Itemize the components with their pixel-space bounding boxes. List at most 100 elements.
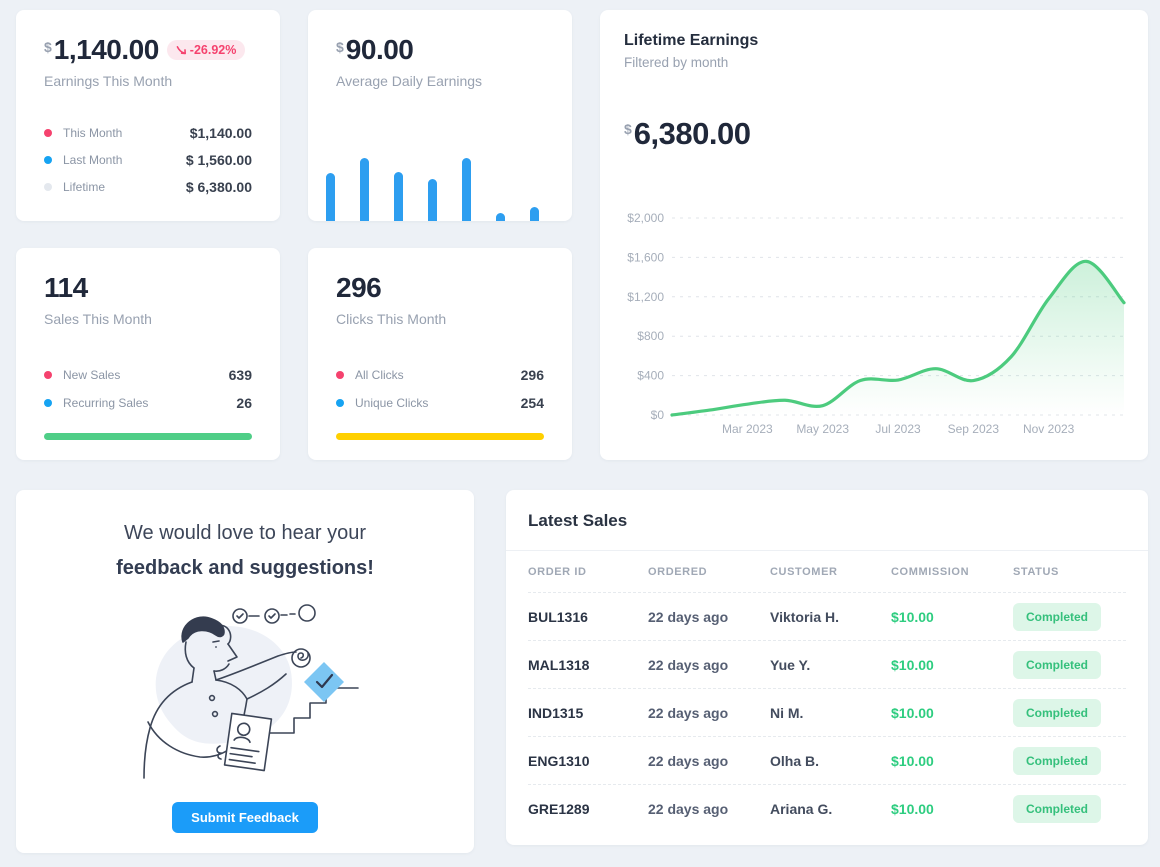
clicks-label: Clicks This Month <box>336 311 447 327</box>
table-row[interactable]: GRE1289 22 days ago Ariana G. $10.00 Complet… <box>528 784 1126 832</box>
table-body: BUL1316 22 days ago Viktoria H. $10.00 Compl… <box>506 592 1148 832</box>
column-header: COMMISSION <box>891 565 970 578</box>
legend-value: $ 1,560.00 <box>185 151 252 168</box>
sparkline-bar <box>428 179 437 221</box>
y-axis-tick-label: $1,600 <box>627 250 664 264</box>
table-row[interactable]: ENG1310 22 days ago Olha B. $10.00 Completed <box>528 736 1126 784</box>
sparkline-bar <box>326 173 335 221</box>
table-row[interactable]: IND1315 22 days ago Ni M. $10.00 Completed <box>528 688 1126 736</box>
customer-cell: Yue Y. <box>770 656 811 673</box>
ordered-cell: 22 days ago <box>648 608 729 625</box>
status-cell: Completed <box>1013 794 1126 823</box>
legend-dot-icon <box>44 182 52 191</box>
avg-daily-value: 90.00 <box>345 34 414 65</box>
delta-badge: -26.92% <box>166 40 246 60</box>
order-id-cell: BUL1316 <box>528 608 588 625</box>
currency-symbol: $ <box>336 39 344 55</box>
legend-item: Unique Clicks 254 <box>336 389 544 417</box>
legend-item: This Month $1,140.00 <box>44 119 252 146</box>
customer-cell: Olha B. <box>770 752 820 769</box>
table-row[interactable]: MAL1318 22 days ago Yue Y. $10.00 Completed <box>528 640 1126 688</box>
x-axis-tick-label: Mar 2023 <box>722 422 773 436</box>
sparkline-bar <box>530 207 539 221</box>
legend-value: $ 6,380.00 <box>185 178 252 195</box>
ordered-cell: 22 days ago <box>648 800 729 817</box>
sparkline-bar <box>360 158 369 221</box>
y-axis-tick-label: $0 <box>651 408 665 422</box>
y-axis-tick-label: $2,000 <box>627 211 664 225</box>
legend-item: Recurring Sales 26 <box>44 389 252 417</box>
earnings-this-month-card: $ 1,140.00 -26.92% Earnings This Month T… <box>16 10 280 221</box>
average-daily-earnings-card: $ 90.00 Average Daily Earnings <box>308 10 572 221</box>
sparkline-bar <box>496 213 505 221</box>
x-axis-tick-label: Nov 2023 <box>1023 422 1075 436</box>
status-badge: Completed <box>1013 746 1102 775</box>
table-row[interactable]: BUL1316 22 days ago Viktoria H. $10.00 Compl… <box>528 592 1126 640</box>
status-badge: Completed <box>1013 698 1102 727</box>
legend-item: All Clicks 296 <box>336 361 544 389</box>
y-axis-tick-label: $400 <box>637 369 664 383</box>
legend-dot-icon <box>336 371 344 379</box>
ordered-cell: 22 days ago <box>648 704 729 721</box>
sparkline-bar <box>394 172 403 221</box>
column-header: ORDER ID <box>528 565 587 578</box>
earnings-value: 1,140.00 <box>53 34 160 65</box>
legend-label: Unique Clicks <box>355 396 429 410</box>
legend-value: 296 <box>520 367 544 383</box>
status-badge: Completed <box>1013 650 1102 679</box>
y-axis-tick-label: $1,200 <box>627 290 664 304</box>
column-header: ORDERED <box>648 565 708 578</box>
earnings-card-label: Earnings This Month <box>44 73 173 89</box>
avg-daily-bar-chart <box>308 146 572 221</box>
commission-cell: $10.00 <box>891 752 934 769</box>
sales-label: Sales This Month <box>44 311 152 327</box>
lifetime-value: 6,380.00 <box>633 116 751 151</box>
latest-sales-title: Latest Sales <box>528 511 628 530</box>
legend-dot-icon <box>336 399 344 407</box>
y-axis-tick-label: $800 <box>637 329 664 343</box>
table-header-row: ORDER ID ORDERED CUSTOMER COMMISSION STATUS <box>528 551 1126 592</box>
x-axis-tick-label: Sep 2023 <box>948 422 1000 436</box>
trend-down-icon <box>176 45 186 54</box>
clicks-progress-bar <box>336 433 544 440</box>
avg-daily-label: Average Daily Earnings <box>336 73 483 89</box>
column-header: STATUS <box>1013 565 1059 578</box>
legend-label: New Sales <box>63 368 121 382</box>
sales-progress-bar <box>44 433 252 440</box>
feedback-heading-line1: We would love to hear your <box>124 522 366 544</box>
legend-value: $1,140.00 <box>189 124 252 141</box>
order-id-cell: IND1315 <box>528 704 584 721</box>
legend-label: This Month <box>63 125 123 140</box>
sparkline-bar <box>462 158 471 221</box>
legend-item: Last Month $ 1,560.00 <box>44 146 252 173</box>
legend-label: Last Month <box>63 152 123 167</box>
commission-cell: $10.00 <box>891 800 934 817</box>
legend-value: 254 <box>520 395 544 411</box>
divider <box>506 550 1148 551</box>
latest-sales-card: Latest Sales ORDER ID ORDERED CUSTOMER COMM… <box>506 490 1148 845</box>
clicks-legend: All Clicks 296 Unique Clicks 254 <box>336 361 544 417</box>
legend-label: Recurring Sales <box>63 396 149 410</box>
legend-dot-icon <box>44 128 52 137</box>
legend-value: 639 <box>228 367 252 383</box>
delta-value: -26.92% <box>189 43 237 57</box>
legend-value: 26 <box>236 395 252 411</box>
sales-legend: New Sales 639 Recurring Sales 26 <box>44 361 252 417</box>
status-cell: Completed <box>1013 746 1126 775</box>
lifetime-earnings-card: Lifetime Earnings Filtered by month $ 6,… <box>600 10 1148 460</box>
customer-cell: Viktoria H. <box>770 608 839 625</box>
sales-value: 114 <box>44 272 88 303</box>
legend-label: All Clicks <box>355 368 404 382</box>
feedback-card: We would love to hear your feedback and … <box>16 490 474 853</box>
customer-cell: Ni M. <box>770 704 804 721</box>
commission-cell: $10.00 <box>891 608 934 625</box>
status-cell: Completed <box>1013 698 1126 727</box>
order-id-cell: ENG1310 <box>528 752 590 769</box>
earnings-legend: This Month $1,140.00 Last Month $ 1,560.00 L… <box>44 119 252 200</box>
x-axis-tick-label: May 2023 <box>796 422 849 436</box>
legend-dot-icon <box>44 155 52 164</box>
legend-label: Lifetime <box>63 179 106 194</box>
legend-dot-icon <box>44 371 52 379</box>
submit-feedback-button[interactable]: Submit Feedback <box>172 802 318 833</box>
legend-dot-icon <box>44 399 52 407</box>
